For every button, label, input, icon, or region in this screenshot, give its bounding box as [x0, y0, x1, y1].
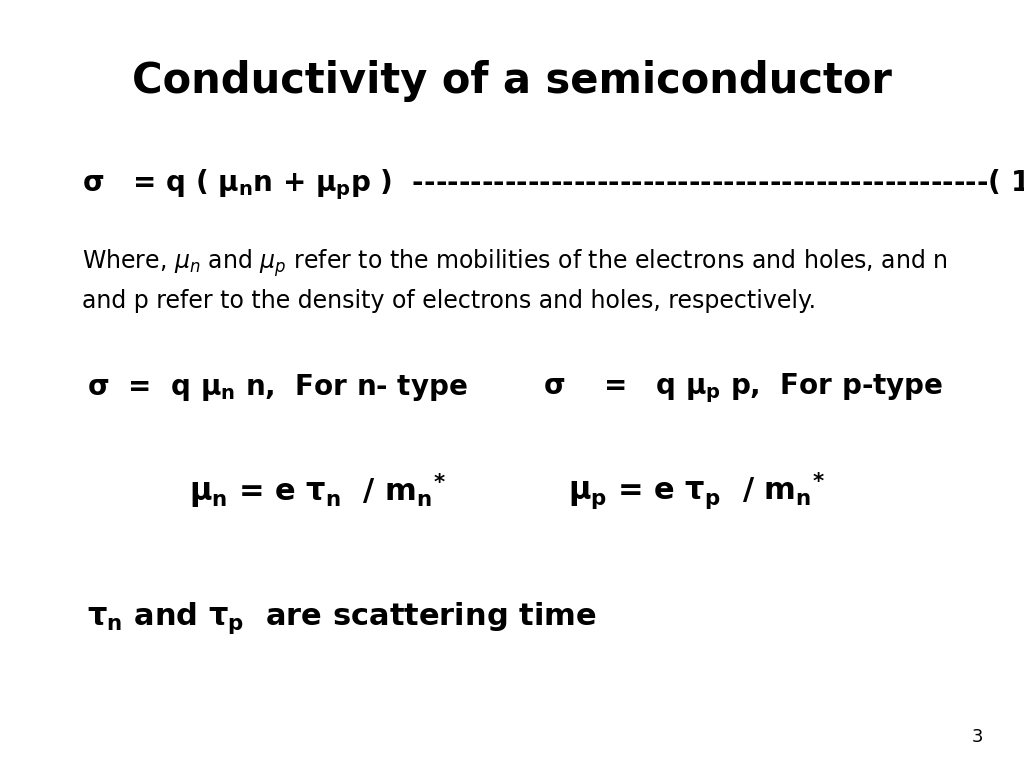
Text: Conductivity of a semiconductor: Conductivity of a semiconductor: [132, 60, 892, 101]
Text: $\mathbf{\sigma}$   = q ( $\mathbf{\mu_n}$n + $\mathbf{\mu_p}$p )  -------------: $\mathbf{\sigma}$ = q ( $\mathbf{\mu_n}$…: [82, 167, 1024, 202]
Text: $\mathbf{\sigma}$  =  q $\mathbf{\mu_n}$ n,  For n- type: $\mathbf{\sigma}$ = q $\mathbf{\mu_n}$ n…: [87, 372, 468, 403]
Text: 3: 3: [972, 729, 983, 746]
Text: $\mathbf{\mu_p}$ = e $\mathbf{\tau_p}$  / m$_\mathbf{n}$$^\mathbf{*}$: $\mathbf{\mu_p}$ = e $\mathbf{\tau_p}$ /…: [568, 471, 825, 512]
Text: $\mathbf{\sigma}$    =   q $\mathbf{\mu_p}$ p,  For p-type: $\mathbf{\sigma}$ = q $\mathbf{\mu_p}$ p…: [543, 371, 943, 405]
Text: Where, $\mu_n$ and $\mu_p$ refer to the mobilities of the electrons and holes, a: Where, $\mu_n$ and $\mu_p$ refer to the …: [82, 248, 948, 313]
Text: $\mathbf{\mu_n}$ = e $\mathbf{\tau_n}$  / m$_\mathbf{n}$$^\mathbf{*}$: $\mathbf{\mu_n}$ = e $\mathbf{\tau_n}$ /…: [189, 472, 446, 511]
Text: $\mathbf{\tau_n}$ and $\mathbf{\tau_p}$  are scattering time: $\mathbf{\tau_n}$ and $\mathbf{\tau_p}$ …: [87, 601, 597, 636]
